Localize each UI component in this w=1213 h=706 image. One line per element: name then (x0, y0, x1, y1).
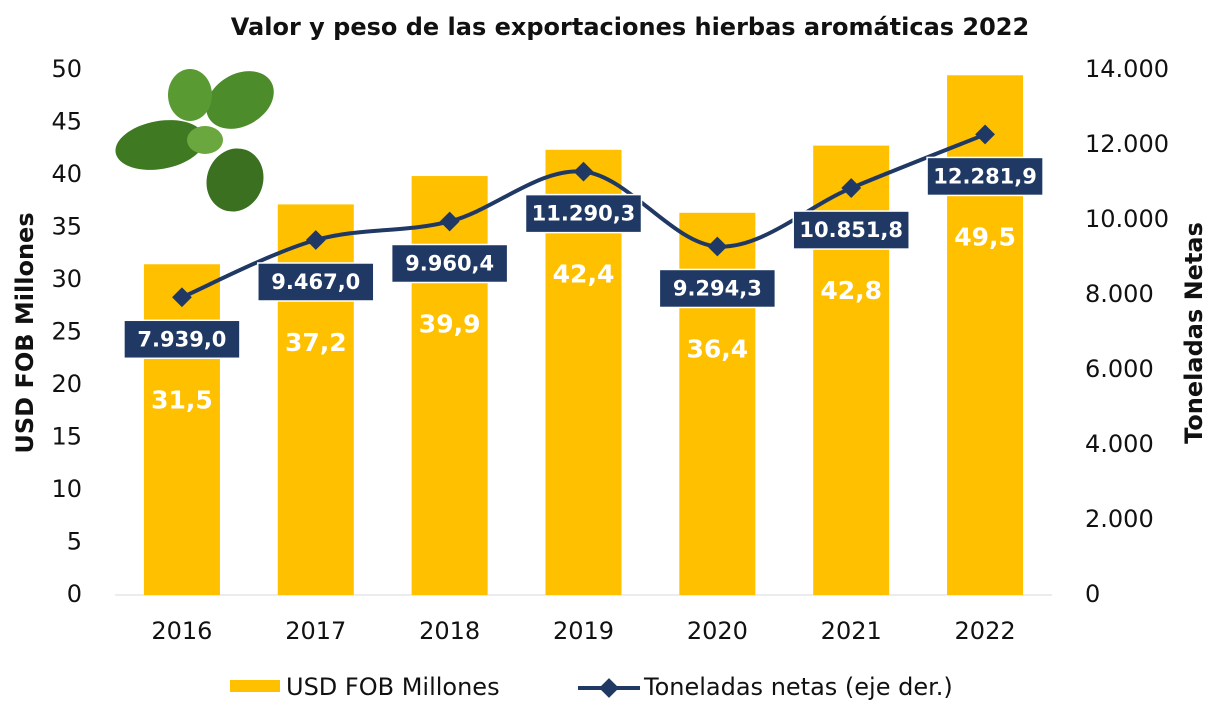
y2-tick-label: 4.000 (1085, 430, 1154, 458)
x-tick-label: 2022 (955, 617, 1016, 645)
line-value-label: 11.290,3 (526, 195, 642, 233)
line-value-label-text: 9.467,0 (271, 270, 360, 294)
bar (412, 176, 488, 595)
y2-tick-label: 8.000 (1085, 280, 1154, 308)
line-value-label-text: 10.851,8 (799, 218, 903, 242)
line-value-label-text: 12.281,9 (933, 164, 1037, 188)
line-value-label-text: 9.294,3 (673, 276, 762, 300)
y-tick-label: 50 (51, 55, 82, 83)
line-value-label-text: 9.960,4 (405, 251, 494, 275)
bar-value-label: 36,4 (687, 334, 749, 363)
y-tick-label: 40 (51, 160, 82, 188)
y-tick-label: 10 (51, 475, 82, 503)
y2-tick-label: 0 (1085, 580, 1100, 608)
line-value-label-text: 7.939,0 (137, 327, 226, 351)
y-axis-label: USD FOB Millones (11, 212, 39, 453)
chart: Valor y peso de las exportaciones hierba… (0, 0, 1213, 702)
y2-tick-label: 10.000 (1085, 205, 1169, 233)
legend-marker (599, 678, 619, 698)
chart-title: Valor y peso de las exportaciones hierba… (231, 13, 1029, 41)
bar-value-label: 49,5 (954, 222, 1016, 251)
bar (947, 75, 1023, 595)
basil-decoration (112, 59, 285, 219)
legend-label: USD FOB Millones (286, 673, 500, 701)
x-tick-label: 2020 (687, 617, 748, 645)
y2-tick-label: 6.000 (1085, 355, 1154, 383)
y-tick-label: 30 (51, 265, 82, 293)
x-tick-label: 2021 (821, 617, 882, 645)
line-value-label-text: 11.290,3 (532, 202, 636, 226)
y2-tick-label: 12.000 (1085, 130, 1169, 158)
line-value-label: 7.939,0 (124, 320, 240, 358)
line-value-label: 9.294,3 (659, 269, 775, 307)
bar-value-label: 37,2 (285, 328, 347, 357)
y-tick-label: 25 (51, 318, 82, 346)
y2-tick-label: 2.000 (1085, 505, 1154, 533)
x-tick-label: 2019 (553, 617, 614, 645)
bar-value-label: 42,8 (820, 276, 882, 305)
legend-swatch (230, 680, 280, 692)
line-value-label: 12.281,9 (927, 157, 1043, 195)
y-tick-label: 20 (51, 370, 82, 398)
y-tick-label: 15 (51, 423, 82, 451)
y-tick-label: 35 (51, 213, 82, 241)
y-tick-label: 0 (67, 580, 82, 608)
line-value-label: 9.467,0 (258, 263, 374, 301)
y2-tick-label: 14.000 (1085, 55, 1169, 83)
bar (144, 264, 220, 595)
line-value-label: 10.851,8 (793, 211, 909, 249)
line-value-label: 9.960,4 (392, 244, 508, 282)
bar-value-label: 31,5 (151, 385, 213, 414)
x-tick-label: 2016 (151, 617, 212, 645)
bar-value-label: 42,4 (553, 260, 615, 289)
x-tick-label: 2017 (285, 617, 346, 645)
bar-value-label: 39,9 (419, 309, 481, 338)
y2-axis-label: Toneladas Netas (1180, 222, 1208, 444)
legend-label: Toneladas netas (eje der.) (643, 673, 953, 701)
x-tick-label: 2018 (419, 617, 480, 645)
y-tick-label: 45 (51, 108, 82, 136)
y-tick-label: 5 (67, 528, 82, 556)
